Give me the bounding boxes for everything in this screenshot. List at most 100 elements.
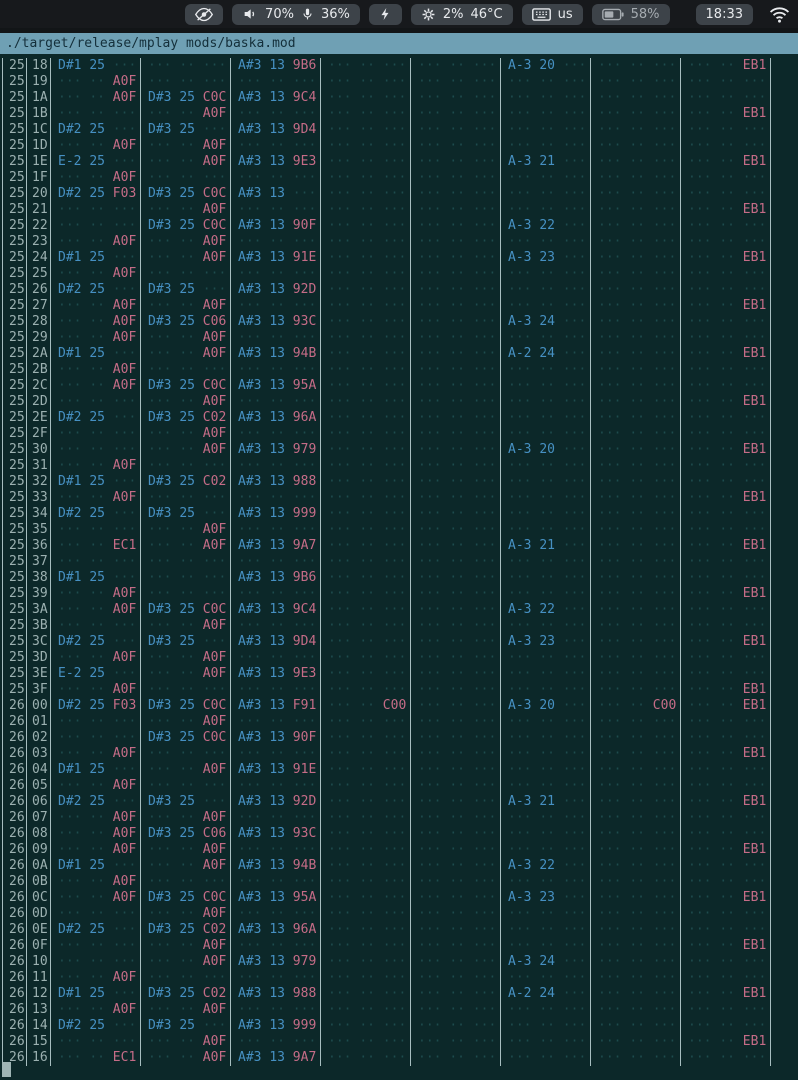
instrument-field: ··: [629, 394, 645, 409]
note-field: ···: [148, 746, 172, 761]
effect-field: ···: [652, 618, 677, 633]
instrument-field: 13: [269, 186, 285, 201]
instrument-field: ··: [629, 794, 645, 809]
note-field: ···: [508, 474, 532, 489]
channel-cell: ··· ·· ···: [141, 586, 231, 602]
instrument-field: ··: [359, 842, 375, 857]
note-field: ···: [148, 234, 172, 249]
channel-cell: ··· ·· EB1: [681, 154, 771, 170]
power-profile-pill[interactable]: [368, 3, 402, 25]
effect-field: ···: [472, 218, 497, 233]
channel-cell: ··· ·· ···: [321, 938, 411, 954]
effect-field: ···: [382, 394, 407, 409]
note-field: A#3: [238, 90, 262, 105]
system-stats-pill[interactable]: 2% 46°C: [410, 3, 513, 25]
effect-field: ···: [562, 986, 587, 1001]
instrument-field: ··: [629, 522, 645, 537]
effect-field: ···: [472, 586, 497, 601]
effect-field: ···: [382, 602, 407, 617]
channel-cell: ··· ·· ···: [411, 570, 501, 586]
channel-cell: ··· ·· A0F: [141, 906, 231, 922]
effect-field: ···: [562, 650, 587, 665]
note-field: ···: [598, 410, 622, 425]
note-field: ···: [598, 714, 622, 729]
pattern-number: 26: [2, 858, 27, 874]
instrument-field: 25: [89, 58, 105, 73]
channel-cell: E-2 25 ···: [51, 154, 141, 170]
instrument-field: 24: [539, 314, 555, 329]
effect-field: ···: [562, 250, 587, 265]
effect-field: ···: [382, 922, 407, 937]
channel-cell: ··· ·· ···: [591, 730, 681, 746]
channel-cell: ··· ·· ···: [681, 570, 771, 586]
audio-pill[interactable]: 70% 36%: [232, 3, 360, 25]
instrument-field: ··: [89, 650, 105, 665]
pattern-number: 25: [2, 106, 27, 122]
note-field: ···: [328, 282, 352, 297]
instrument-field: ··: [179, 394, 195, 409]
instrument-field: ··: [449, 634, 465, 649]
channel-cell: ··· ·· ···: [411, 522, 501, 538]
effect-field: A0F: [112, 650, 137, 665]
row-number: 11: [27, 970, 51, 986]
note-field: ···: [58, 954, 82, 969]
instrument-field: ··: [359, 266, 375, 281]
pattern-number: 26: [2, 698, 27, 714]
note-field: A#3: [238, 954, 262, 969]
instrument-field: ··: [179, 762, 195, 777]
effect-field: ···: [382, 586, 407, 601]
instrument-field: ··: [359, 410, 375, 425]
wifi-indicator[interactable]: [769, 6, 790, 23]
keyboard-layout-pill[interactable]: us: [521, 3, 583, 25]
channel-cell: ··· ·· ···: [591, 426, 681, 442]
instrument-field: ··: [629, 826, 645, 841]
effect-field: ···: [472, 890, 497, 905]
effect-field: ···: [742, 970, 767, 985]
pattern-number: 25: [2, 186, 27, 202]
note-field: ···: [418, 266, 442, 281]
effect-field: ···: [562, 378, 587, 393]
clock-pill[interactable]: 18:33: [695, 3, 753, 25]
note-field: ···: [328, 74, 352, 89]
instrument-field: ··: [179, 714, 195, 729]
note-field: ···: [418, 202, 442, 217]
channel-cell: ··· ·· A0F: [141, 650, 231, 666]
pattern-number: 25: [2, 138, 27, 154]
note-field: A#3: [238, 218, 262, 233]
instrument-field: ··: [449, 170, 465, 185]
effect-field: ···: [472, 826, 497, 841]
note-field: ···: [508, 122, 532, 137]
channel-cell: ··· ·· ···: [411, 458, 501, 474]
instrument-field: ··: [719, 874, 735, 889]
note-field: ···: [508, 826, 532, 841]
instrument-field: ··: [539, 874, 555, 889]
note-field: ···: [598, 810, 622, 825]
effect-field: C0C: [202, 730, 227, 745]
note-field: ···: [238, 458, 262, 473]
channel-cell: D#2 25 F03: [51, 698, 141, 714]
note-field: ···: [328, 810, 352, 825]
pattern-number: 25: [2, 298, 27, 314]
privacy-pill[interactable]: [185, 3, 224, 25]
instrument-field: ··: [629, 490, 645, 505]
channel-cell: ··· ·· EB1: [681, 842, 771, 858]
battery-pill[interactable]: 58%: [591, 3, 670, 25]
channel-cell: ··· ·· ···: [411, 554, 501, 570]
instrument-field: ··: [719, 298, 735, 313]
effect-field: 94B: [292, 346, 317, 361]
channel-cell: D#3 25 C0C: [141, 602, 231, 618]
note-field: A#3: [238, 890, 262, 905]
channel-cell: ··· ·· EB1: [681, 106, 771, 122]
instrument-field: ··: [359, 522, 375, 537]
channel-cell: ··· ·· ···: [411, 506, 501, 522]
pattern-grid: 25 18 D#1 25 ··· ··· ·· ··· A#3 13 9B6 ··· ··…: [0, 54, 798, 1066]
note-field: ···: [238, 586, 262, 601]
terminal-window[interactable]: 25 18 D#1 25 ··· ··· ·· ··· A#3 13 9B6 ··· ··…: [0, 54, 798, 1080]
effect-field: EB1: [742, 586, 767, 601]
note-field: ···: [58, 650, 82, 665]
window-titlebar[interactable]: ./target/release/mplay mods/baska.mod: [0, 33, 798, 54]
note-field: D#3: [148, 122, 172, 137]
instrument-field: 25: [89, 474, 105, 489]
note-field: ···: [58, 314, 82, 329]
note-field: ···: [238, 426, 262, 441]
